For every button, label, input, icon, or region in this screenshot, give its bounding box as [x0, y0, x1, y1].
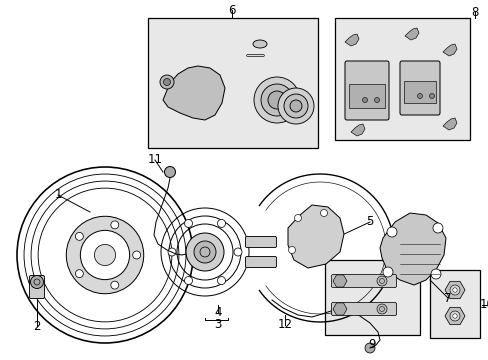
- Bar: [403, 81, 435, 103]
- Circle shape: [75, 233, 83, 240]
- FancyBboxPatch shape: [245, 256, 276, 267]
- Circle shape: [30, 275, 43, 288]
- FancyBboxPatch shape: [345, 61, 388, 120]
- Circle shape: [294, 215, 301, 221]
- Text: 3: 3: [214, 319, 221, 332]
- Text: 1: 1: [54, 189, 61, 202]
- Circle shape: [278, 88, 313, 124]
- Circle shape: [217, 220, 225, 228]
- Circle shape: [449, 311, 459, 321]
- FancyBboxPatch shape: [399, 61, 439, 115]
- Circle shape: [449, 285, 459, 295]
- Circle shape: [428, 94, 434, 99]
- Circle shape: [163, 78, 170, 85]
- Text: 6: 6: [228, 4, 235, 17]
- Circle shape: [132, 251, 141, 259]
- Circle shape: [185, 233, 224, 271]
- Circle shape: [253, 77, 299, 123]
- Bar: [148, 18, 317, 148]
- Text: 4: 4: [214, 306, 221, 320]
- Text: 10: 10: [479, 298, 488, 311]
- Polygon shape: [287, 205, 343, 268]
- Circle shape: [111, 221, 119, 229]
- FancyBboxPatch shape: [245, 237, 276, 248]
- Circle shape: [284, 94, 307, 118]
- Text: 2: 2: [33, 320, 41, 333]
- Circle shape: [75, 270, 83, 278]
- Circle shape: [417, 94, 422, 99]
- Text: 12: 12: [277, 319, 292, 332]
- Circle shape: [267, 91, 285, 109]
- Circle shape: [160, 75, 174, 89]
- Text: 9: 9: [367, 338, 375, 351]
- Circle shape: [66, 216, 143, 294]
- Circle shape: [234, 248, 242, 256]
- Circle shape: [382, 267, 392, 277]
- Text: 11: 11: [147, 153, 162, 166]
- Circle shape: [374, 98, 379, 103]
- Circle shape: [288, 247, 295, 253]
- Polygon shape: [404, 28, 418, 40]
- Polygon shape: [350, 124, 364, 136]
- Circle shape: [184, 220, 192, 228]
- Circle shape: [320, 210, 327, 216]
- Circle shape: [430, 269, 440, 279]
- Circle shape: [168, 248, 176, 256]
- Circle shape: [376, 304, 386, 314]
- Circle shape: [376, 276, 386, 286]
- Circle shape: [184, 276, 192, 284]
- Circle shape: [80, 230, 129, 280]
- Bar: [334, 18, 469, 140]
- Circle shape: [111, 281, 119, 289]
- Polygon shape: [345, 34, 358, 46]
- Circle shape: [362, 98, 367, 103]
- Bar: [348, 84, 384, 108]
- Circle shape: [289, 100, 302, 112]
- Circle shape: [386, 227, 396, 237]
- Text: 7: 7: [443, 292, 451, 305]
- Circle shape: [432, 223, 442, 233]
- Circle shape: [452, 314, 456, 318]
- Polygon shape: [163, 66, 224, 120]
- Polygon shape: [379, 213, 445, 285]
- Polygon shape: [442, 44, 456, 56]
- Text: 5: 5: [366, 216, 373, 229]
- Bar: [429, 270, 479, 338]
- Circle shape: [94, 244, 115, 266]
- Text: 8: 8: [470, 5, 478, 18]
- Circle shape: [164, 166, 175, 177]
- FancyBboxPatch shape: [331, 302, 396, 315]
- Circle shape: [364, 343, 374, 353]
- Circle shape: [452, 288, 456, 292]
- Circle shape: [261, 84, 292, 116]
- Polygon shape: [442, 118, 456, 130]
- FancyBboxPatch shape: [29, 275, 44, 298]
- Bar: [325, 260, 419, 335]
- Circle shape: [217, 276, 225, 284]
- FancyBboxPatch shape: [331, 274, 396, 288]
- Ellipse shape: [252, 40, 266, 48]
- Circle shape: [194, 241, 216, 263]
